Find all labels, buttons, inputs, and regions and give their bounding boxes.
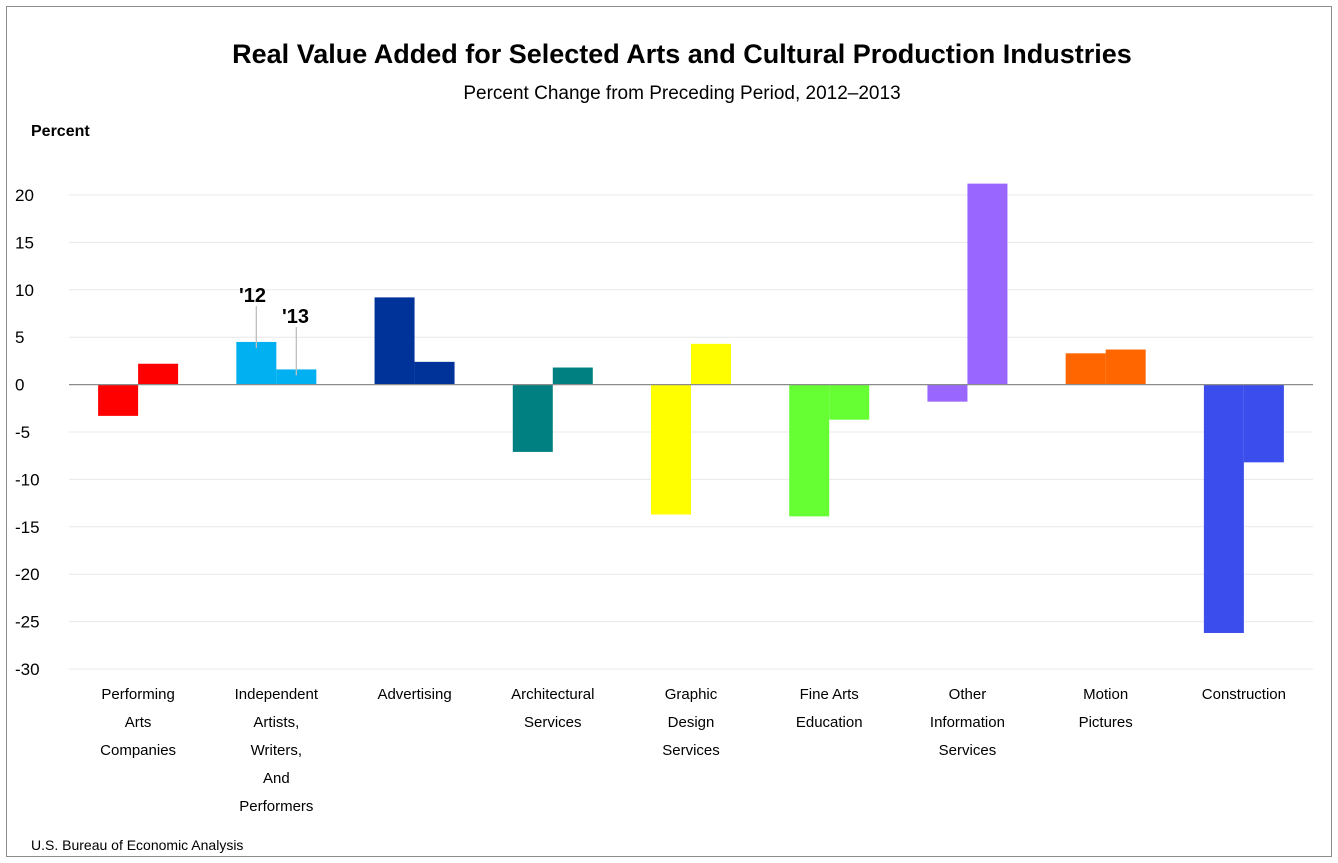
y-tick-label: 5 [15, 328, 24, 347]
category-label: Education [796, 714, 863, 731]
category-label: Pictures [1079, 714, 1133, 731]
category-label: Performing [101, 686, 174, 703]
bar-2013 [414, 361, 455, 385]
bar-2013 [691, 343, 731, 385]
bar-2013 [138, 363, 179, 385]
category-label: Architectural [511, 686, 594, 703]
source-note: U.S. Bureau of Economic Analysis [31, 837, 243, 853]
series-annotation: '12 [239, 285, 266, 307]
category-label: And [263, 770, 290, 787]
y-tick-label: -25 [15, 613, 40, 632]
y-tick-label: 15 [15, 233, 34, 252]
y-tick-label: -10 [15, 470, 40, 489]
category-label: Fine Arts [800, 686, 859, 703]
category-label: Motion [1083, 686, 1128, 703]
category-label: Services [662, 742, 720, 759]
y-tick-label: -15 [15, 518, 40, 537]
category-label: Other [949, 686, 987, 703]
bar-2013 [967, 183, 1008, 385]
category-label: Independent [235, 686, 319, 703]
bar-2013 [1243, 384, 1284, 463]
bar-2012 [651, 384, 691, 515]
category-label: Arts [125, 714, 152, 731]
category-label: Performers [239, 798, 313, 815]
bar-2013 [1105, 349, 1146, 385]
bar-chart: Real Value Added for Selected Arts and C… [15, 39, 1313, 853]
category-label: Graphic [665, 686, 718, 703]
category-label: Advertising [377, 686, 451, 703]
category-label: Artists, [253, 714, 299, 731]
category-label: Construction [1202, 686, 1286, 703]
bar-2012 [236, 341, 277, 385]
category-label: Services [939, 742, 997, 759]
chart-subtitle: Percent Change from Preceding Period, 20… [463, 83, 900, 104]
bar-2012 [512, 384, 553, 452]
chart-title: Real Value Added for Selected Arts and C… [232, 39, 1132, 69]
y-tick-label: -5 [15, 423, 30, 442]
bar-2013 [552, 367, 593, 385]
y-axis-ticks: 20 15 10 5 0 -5 -10 -15 -20 -25 -30 [15, 186, 40, 679]
bar-2012 [1065, 353, 1106, 385]
y-axis-label: Percent [31, 123, 90, 140]
bar-2012 [374, 297, 415, 385]
category-label: Companies [100, 742, 176, 759]
category-label: Information [930, 714, 1005, 731]
bar-2012 [789, 384, 830, 517]
bar-2012 [98, 384, 139, 416]
category-label: Services [524, 714, 582, 731]
bars [98, 183, 1284, 633]
category-labels: Performing Arts Companies Independent Artist… [100, 686, 1286, 815]
y-tick-label: 0 [15, 376, 24, 395]
y-tick-label: -30 [15, 660, 40, 679]
bar-2013 [829, 384, 870, 420]
category-label: Design [668, 714, 715, 731]
y-tick-label: 10 [15, 281, 34, 300]
y-tick-label: 20 [15, 186, 34, 205]
bar-2012 [1203, 384, 1244, 633]
y-tick-label: -20 [15, 565, 40, 584]
series-annotations: '12 '13 [239, 285, 309, 376]
chart-frame: Real Value Added for Selected Arts and C… [6, 6, 1332, 857]
bar-2012 [927, 384, 968, 402]
category-label: Writers, [251, 742, 302, 759]
series-annotation: '13 [282, 306, 309, 328]
bar-2013 [276, 369, 317, 385]
